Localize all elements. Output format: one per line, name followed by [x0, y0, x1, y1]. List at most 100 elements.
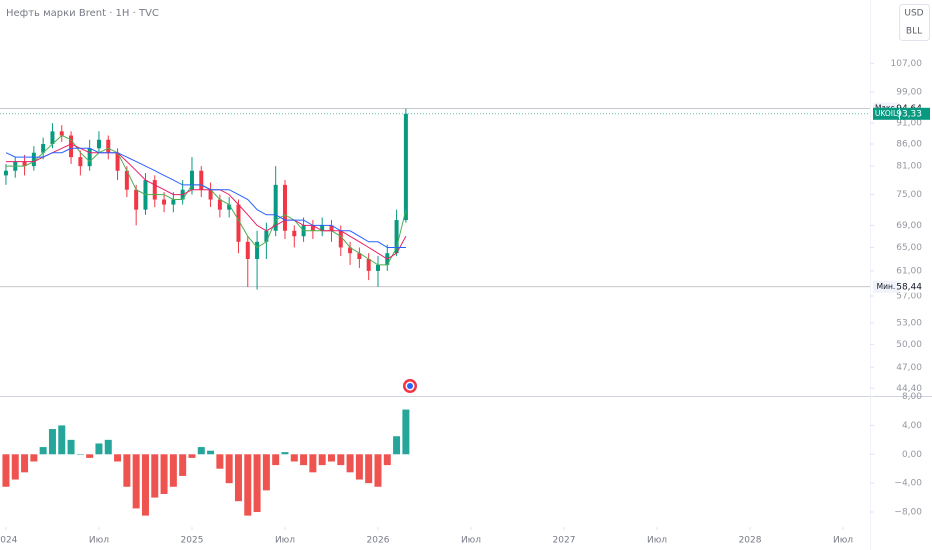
- candle-body: [87, 148, 92, 167]
- moving-average: [5, 147, 406, 248]
- histogram-bar: [30, 454, 38, 462]
- histogram-bar: [160, 454, 168, 494]
- candle-body: [245, 241, 250, 260]
- y-tick-label: 86,00: [896, 140, 922, 150]
- candle-body: [134, 189, 139, 210]
- candle-body: [59, 131, 64, 136]
- histogram-bar: [309, 454, 317, 473]
- histogram-bar: [393, 436, 401, 455]
- y-tick-label: 107,00: [891, 59, 923, 69]
- histogram-bar: [355, 454, 363, 480]
- candle-body: [357, 253, 362, 260]
- histogram-bar: [207, 450, 215, 455]
- y-tick-label: 81,00: [896, 162, 922, 172]
- y-tick-label: 91,00: [896, 119, 922, 129]
- y-tick-label: 47,00: [896, 363, 922, 373]
- x-tick-label: 2024: [0, 536, 18, 546]
- candle-body: [22, 161, 27, 167]
- histogram-bar: [346, 454, 354, 473]
- currency-box[interactable]: [899, 4, 930, 41]
- histogram-bar: [327, 454, 335, 462]
- candle-body: [264, 230, 269, 242]
- histogram-bar: [179, 454, 187, 476]
- y-tick-label: 75,00: [896, 190, 922, 200]
- x-tick-label: 2028: [739, 536, 762, 546]
- badge-value: 93,33: [896, 109, 922, 119]
- histogram-bar: [2, 454, 10, 487]
- x-tick-label: 2026: [367, 536, 390, 546]
- candle-body: [189, 170, 194, 190]
- histogram-bar: [123, 454, 131, 487]
- y-tick-label: 4,00: [902, 421, 922, 431]
- candle-body: [171, 199, 176, 205]
- histogram-bar: [225, 454, 233, 484]
- x-tick-label: Июл: [461, 536, 481, 546]
- histogram-bar: [39, 447, 47, 455]
- candle-body: [310, 225, 315, 231]
- candle-body: [282, 184, 287, 231]
- candle-body: [403, 113, 408, 221]
- candle-body: [78, 157, 83, 167]
- y-tick-label: 61,00: [896, 266, 922, 276]
- x-tick-label: Июл: [275, 536, 295, 546]
- chart-title: Нефть марки Brent · 1Н · TVC: [6, 8, 159, 19]
- histogram-bar: [114, 454, 122, 462]
- histogram-bar: [337, 454, 345, 466]
- candle-body: [41, 144, 46, 153]
- histogram-bar: [21, 454, 29, 473]
- x-tick-label: 2025: [181, 536, 204, 546]
- moving-average: [6, 143, 407, 260]
- candle-body: [124, 170, 129, 190]
- histogram-bar: [234, 454, 242, 502]
- y-tick-label: 69,00: [896, 221, 922, 231]
- candle-body: [366, 259, 371, 271]
- unit-label: BLL: [906, 27, 922, 37]
- histogram-bar: [365, 454, 373, 484]
- histogram-bar: [262, 454, 270, 491]
- candle-body: [217, 199, 222, 210]
- y-tick-label: 65,00: [896, 243, 922, 253]
- histogram-bar: [76, 454, 84, 455]
- badge-value: 58,44: [896, 282, 922, 292]
- histogram-bar: [383, 454, 391, 466]
- histogram-bar: [402, 409, 410, 455]
- candle-body: [375, 264, 380, 271]
- badge-name-bg: [873, 280, 899, 293]
- candle-body: [394, 220, 399, 254]
- y-tick-label: 50,00: [896, 340, 922, 350]
- candle-body: [3, 170, 8, 176]
- y-tick-label: 99,00: [896, 87, 922, 97]
- histogram-bar: [132, 454, 140, 509]
- event-icon-core: [407, 383, 413, 389]
- badge-name-bg: [873, 107, 899, 120]
- histogram-bar: [197, 447, 205, 455]
- currency-label: USD: [904, 9, 923, 19]
- y-tick-label: −4,00: [894, 479, 922, 489]
- histogram-bar: [281, 452, 289, 455]
- y-tick-label: 57,00: [896, 291, 922, 301]
- histogram-bar: [67, 439, 75, 455]
- badge-value-bg: [900, 280, 930, 293]
- histogram-bar: [58, 425, 66, 455]
- y-tick-label: 53,00: [896, 318, 922, 328]
- badge-value-bg: [900, 107, 930, 120]
- histogram-bar: [104, 439, 112, 455]
- histogram-bar: [300, 454, 308, 466]
- histogram-bar: [216, 454, 224, 469]
- candle-body: [115, 152, 120, 171]
- histogram-bar: [244, 454, 252, 516]
- x-tick-label: Июл: [647, 536, 667, 546]
- candle-body: [162, 199, 167, 205]
- candle-body: [320, 225, 325, 231]
- candle-body: [50, 131, 55, 145]
- y-tick-label: 8,00: [902, 392, 922, 402]
- candle-body: [106, 139, 111, 153]
- candle-body: [208, 189, 213, 200]
- x-tick-label: 2027: [553, 536, 576, 546]
- y-tick-label: −8,00: [894, 508, 922, 518]
- candle-body: [236, 204, 241, 242]
- histogram-bar: [169, 454, 177, 487]
- candle-body: [199, 170, 204, 190]
